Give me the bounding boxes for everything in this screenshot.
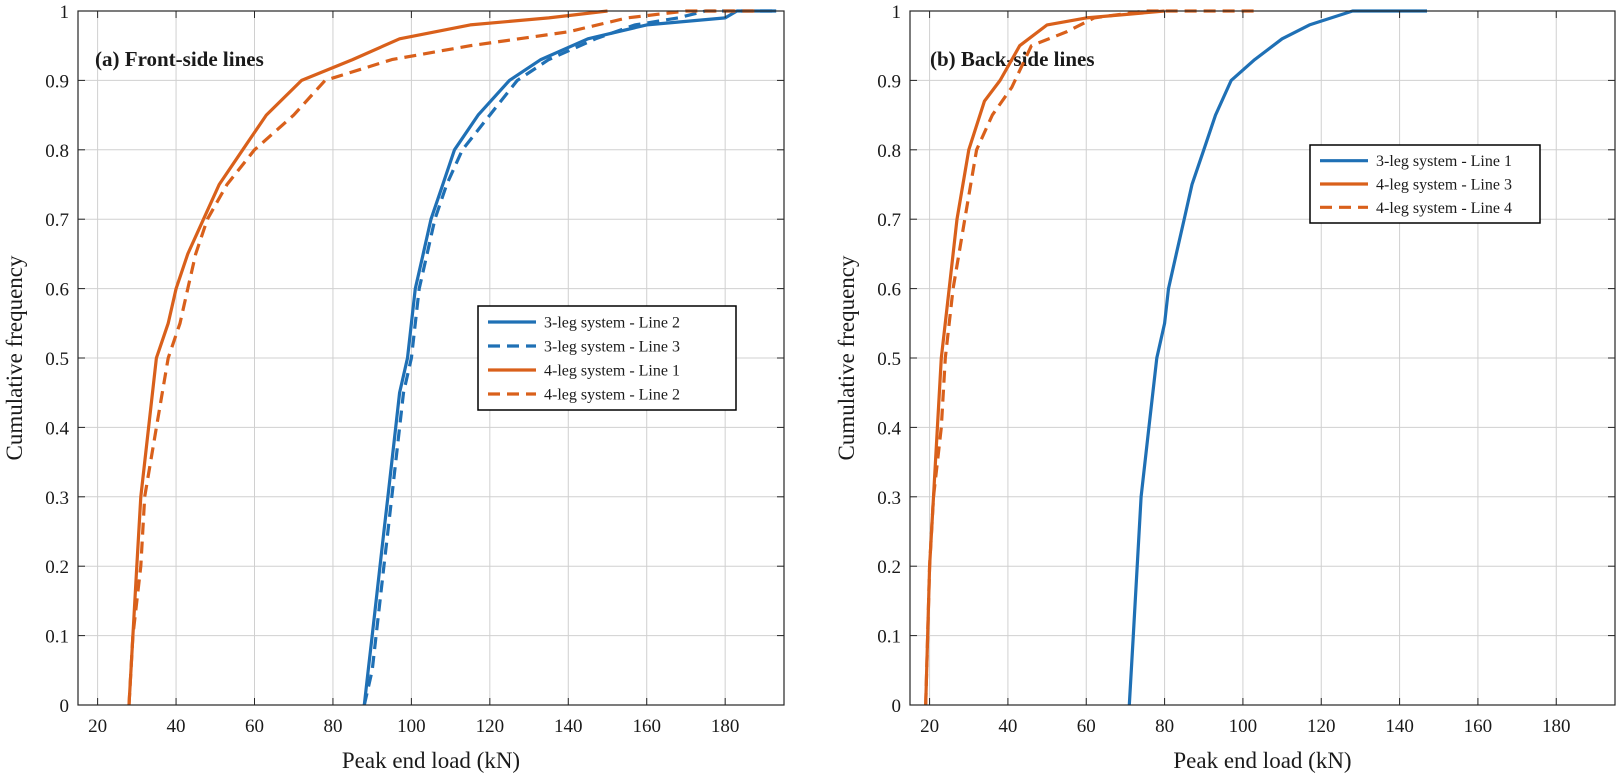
- x-axis-label: Peak end load (kN): [1173, 748, 1351, 773]
- x-tick-label: 160: [1464, 716, 1493, 737]
- series-line-3: [924, 9, 1255, 706]
- panel-front-side: (a) Front-side lines 20 40 60 80 100 120 140 16…: [2, 2, 785, 773]
- x-tick-label: 60: [1077, 716, 1096, 737]
- x-tick-label: 120: [476, 716, 505, 737]
- y-axis-label: Cumulative frequency: [834, 255, 859, 461]
- y-tick-label: 0: [892, 696, 902, 717]
- y-tick-label: 0.6: [877, 280, 901, 301]
- legend-entry: 3-leg system - Line 2: [544, 315, 680, 332]
- y-tick-label: 0.8: [45, 141, 69, 162]
- x-tick-label: 100: [1229, 716, 1258, 737]
- legend-entry: 3-leg system - Line 1: [1376, 153, 1512, 170]
- legend: 3-leg system - Line 1 4-leg system - Line…: [1309, 144, 1541, 224]
- grid: [910, 10, 1615, 706]
- panel-title: (a) Front-side lines: [95, 47, 264, 71]
- x-tick-label: 140: [554, 716, 583, 737]
- legend-entry: 4-leg system - Line 1: [544, 363, 680, 380]
- y-tick-label: 0.4: [45, 418, 69, 439]
- x-tick-label: 40: [167, 716, 186, 737]
- y-tick-label: 0.4: [877, 418, 901, 439]
- x-tick-label: 20: [88, 716, 107, 737]
- legend-entry: 4-leg system - Line 3: [1376, 177, 1512, 194]
- y-tick-label: 0.1: [877, 627, 901, 648]
- y-tick-label: 0.2: [45, 557, 69, 578]
- y-tick-label: 0.3: [877, 488, 901, 509]
- panel-back-side: (b) Back-side lines 20 40 60 80 100 120 140 160…: [834, 2, 1616, 773]
- y-tick-label: 0: [60, 696, 70, 717]
- x-tick-label: 40: [998, 716, 1017, 737]
- y-tick-label: 0.5: [877, 349, 901, 370]
- legend-entry: 4-leg system - Line 4: [1376, 200, 1512, 217]
- legend: 3-leg system - Line 2 3-leg system - Line…: [477, 305, 737, 411]
- legend-entry: 3-leg system - Line 3: [544, 339, 680, 356]
- y-axis-label: Cumulative frequency: [2, 255, 27, 461]
- y-tick-label: 0.5: [45, 349, 69, 370]
- y-tick-label: 1: [892, 2, 902, 23]
- x-tick-label: 80: [1155, 716, 1174, 737]
- series-group: [127, 9, 777, 706]
- x-tick-label: 140: [1385, 716, 1414, 737]
- y-tick-label: 0.8: [877, 141, 901, 162]
- y-tick-label: 0.7: [45, 210, 69, 231]
- series-line-4: [127, 9, 757, 706]
- x-tick-label: 180: [711, 716, 740, 737]
- y-tick-label: 0.7: [877, 210, 901, 231]
- series-line-1: [1127, 9, 1427, 706]
- x-tick-label: 80: [323, 716, 342, 737]
- series-line-3: [127, 9, 608, 706]
- x-tick-label: 180: [1542, 716, 1571, 737]
- x-tick-label: 100: [397, 716, 426, 737]
- series-line-2: [362, 9, 777, 706]
- y-tick-label: 0.2: [877, 557, 901, 578]
- x-tick-label: 60: [245, 716, 264, 737]
- x-axis-label: Peak end load (kN): [342, 748, 520, 773]
- y-tick-label: 0.3: [45, 488, 69, 509]
- series-group: [924, 9, 1427, 706]
- series-line-1: [362, 9, 777, 706]
- y-tick-label: 0.6: [45, 280, 69, 301]
- x-tick-label: 120: [1307, 716, 1336, 737]
- legend-entry: 4-leg system - Line 2: [544, 387, 680, 404]
- y-tick-label: 1: [60, 2, 70, 23]
- y-tick-label: 0.1: [45, 627, 69, 648]
- y-tick-label: 0.9: [877, 71, 901, 92]
- x-tick-label: 20: [920, 716, 939, 737]
- y-tick-label: 0.9: [45, 71, 69, 92]
- x-tick-label: 160: [632, 716, 661, 737]
